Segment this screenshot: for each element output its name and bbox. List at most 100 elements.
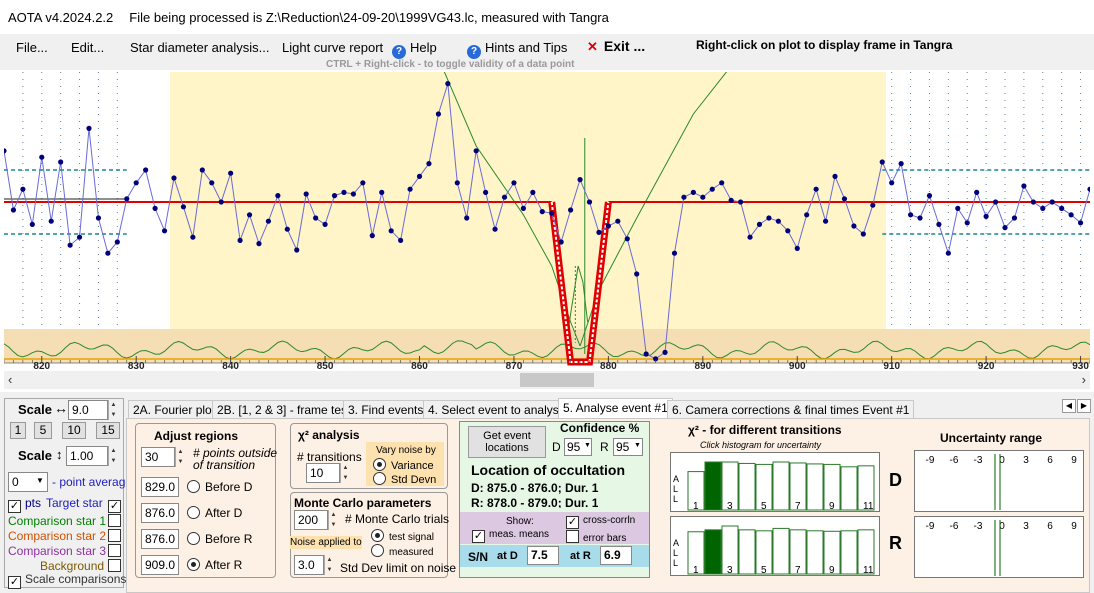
after-r-radio[interactable]: After R bbox=[187, 558, 242, 572]
scale-h-input[interactable]: 9.0 bbox=[68, 400, 108, 420]
scroll-thumb[interactable] bbox=[520, 373, 594, 387]
scale-comparisons-checkbox[interactable]: ✓ Scale comparisons bbox=[8, 572, 126, 589]
chevron-left-icon[interactable]: ◀ bbox=[1062, 399, 1076, 413]
check-icon: ✓ bbox=[108, 500, 121, 513]
menu-file[interactable]: File... bbox=[16, 40, 48, 55]
before-d-label: Before D bbox=[205, 480, 253, 494]
data-point bbox=[785, 228, 791, 234]
tab-fourier[interactable]: 2A. Fourier plot bbox=[128, 400, 221, 418]
x-axis: 820 830 840 850 860 870 880 890 900 910 920 930 bbox=[4, 356, 1090, 370]
data-point bbox=[228, 170, 234, 176]
data-point bbox=[483, 189, 489, 195]
points-outside-input[interactable]: 30 bbox=[141, 447, 175, 467]
data-point bbox=[341, 189, 347, 195]
tab-find-events[interactable]: 3. Find events bbox=[343, 400, 429, 418]
sn-r-value: 6.9 bbox=[600, 546, 632, 565]
meas-means-checkbox[interactable]: ✓ meas. means bbox=[472, 529, 549, 543]
chevron-right-icon[interactable]: › bbox=[1081, 372, 1086, 387]
histogram-bar bbox=[823, 530, 841, 575]
chevron-right-icon[interactable]: ▶ bbox=[1077, 399, 1091, 413]
title-bar: AOTA v4.2024.2.2 File being processed is … bbox=[0, 0, 1094, 34]
histogram-bar bbox=[789, 462, 807, 511]
data-point bbox=[464, 215, 470, 221]
data-point bbox=[161, 228, 168, 234]
trials-spinner[interactable]: ▲ ▼ bbox=[328, 510, 338, 530]
histogram-bar bbox=[840, 530, 858, 575]
r-histogram[interactable]: ALL 1 3 5 7 9 11 bbox=[670, 516, 880, 576]
menu-star-diameter[interactable]: Star diameter analysis... bbox=[130, 40, 270, 55]
confidence-d-select[interactable]: 95 bbox=[564, 438, 592, 456]
pts-checkbox[interactable]: ✓ pts bbox=[8, 496, 41, 513]
get-event-locations-button[interactable]: Get event locations bbox=[468, 426, 546, 458]
all-label: L bbox=[673, 494, 678, 504]
ctrl-click-hint: CTRL + Right-click - to toggle validity … bbox=[326, 59, 575, 70]
data-point bbox=[681, 194, 687, 200]
data-point bbox=[860, 231, 866, 237]
data-point bbox=[964, 220, 970, 226]
menu-light-curve-report[interactable]: Light curve report bbox=[282, 40, 384, 55]
menu-exit[interactable]: ✕ Exit ... bbox=[587, 38, 645, 55]
histogram-bar bbox=[857, 465, 875, 511]
zoom-15-button[interactable]: 15 bbox=[96, 422, 120, 439]
uncertainty-tick-label: -3 bbox=[974, 521, 983, 532]
std-limit-spinner[interactable]: ▲ ▼ bbox=[324, 555, 334, 575]
plot-scrollbar[interactable]: ‹ › bbox=[4, 371, 1090, 389]
comparison-2-checkbox[interactable] bbox=[108, 529, 125, 543]
data-point bbox=[10, 207, 17, 213]
point-average-select[interactable]: 0 bbox=[8, 472, 48, 492]
cross-corr-checkbox[interactable]: ✓ cross-corrln bbox=[566, 515, 635, 529]
chevron-left-icon[interactable]: ‹ bbox=[8, 372, 13, 387]
confidence-r-select[interactable]: 95 bbox=[613, 438, 643, 456]
data-point bbox=[313, 215, 319, 221]
data-point bbox=[48, 218, 54, 224]
data-point bbox=[86, 125, 92, 131]
points-outside-spinner[interactable]: ▲ ▼ bbox=[175, 447, 185, 467]
comparison-1-checkbox[interactable] bbox=[108, 514, 125, 528]
data-point bbox=[615, 218, 621, 224]
before-r-radio[interactable]: Before R bbox=[187, 532, 252, 546]
data-point bbox=[945, 250, 951, 256]
std-limit-input[interactable]: 3.0 bbox=[294, 555, 324, 575]
error-bars-checkbox[interactable]: error bars bbox=[566, 530, 626, 544]
tab-select-event[interactable]: 4. Select event to analyse bbox=[423, 400, 571, 418]
measured-radio[interactable]: measured bbox=[371, 544, 433, 558]
target-star-checkbox[interactable]: ✓ bbox=[108, 496, 125, 513]
data-point bbox=[624, 236, 630, 242]
zoom-1-button[interactable]: 1 bbox=[10, 422, 26, 439]
trials-input[interactable]: 200 bbox=[294, 510, 328, 530]
std-devn-label: Std Devn bbox=[391, 474, 437, 486]
comparison-3-checkbox[interactable] bbox=[108, 544, 125, 558]
variance-radio[interactable]: Variance bbox=[373, 458, 434, 472]
tab-camera-corrections[interactable]: 6. Camera corrections & final times Even… bbox=[667, 400, 915, 418]
show-options-box bbox=[460, 512, 649, 544]
x-tick-label: 890 bbox=[694, 361, 711, 370]
data-point bbox=[435, 111, 441, 117]
menu-hints[interactable]: ? Hints and Tips bbox=[467, 40, 567, 59]
d-histogram-label: D bbox=[889, 470, 902, 490]
after-d-radio[interactable]: After D bbox=[187, 506, 242, 520]
scale-v-spinner[interactable]: ▲ ▼ bbox=[108, 446, 118, 466]
zoom-5-button[interactable]: 5 bbox=[34, 422, 52, 439]
zoom-10-button[interactable]: 10 bbox=[62, 422, 86, 439]
transitions-spinner[interactable]: ▲ ▼ bbox=[340, 463, 350, 483]
tab-frame-test[interactable]: 2B. [1, 2 & 3] - frame test bbox=[212, 400, 356, 418]
data-point bbox=[350, 191, 357, 197]
uncertainty-tick-label: -3 bbox=[974, 455, 983, 466]
d-histogram[interactable]: ALL 1 3 5 7 9 11 bbox=[670, 452, 880, 512]
data-point bbox=[76, 234, 83, 240]
uncertainty-tick-label: -6 bbox=[950, 455, 959, 466]
menu-edit[interactable]: Edit... bbox=[71, 40, 105, 55]
data-point bbox=[586, 199, 593, 205]
scale-v-input[interactable]: 1.00 bbox=[66, 446, 108, 466]
light-curve-plot[interactable]: 820 830 840 850 860 870 880 890 900 910 920 930 bbox=[4, 72, 1090, 370]
std-devn-radio[interactable]: Std Devn bbox=[373, 472, 436, 486]
background-checkbox[interactable] bbox=[108, 559, 125, 573]
data-point bbox=[898, 161, 904, 167]
before-d-radio[interactable]: Before D bbox=[187, 480, 252, 494]
tab-analyse-event[interactable]: 5. Analyse event #1 bbox=[558, 398, 673, 418]
scale-h-spinner[interactable]: ▲ ▼ bbox=[108, 400, 118, 420]
transitions-input[interactable]: 10 bbox=[306, 463, 340, 483]
test-signal-radio[interactable]: test signal bbox=[371, 529, 434, 543]
menu-help[interactable]: ? Help bbox=[392, 40, 437, 59]
comparison-1-label: Comparison star 1 bbox=[8, 514, 107, 528]
